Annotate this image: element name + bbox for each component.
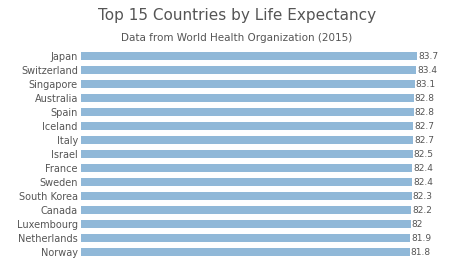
Bar (81, 192, 412, 200)
Bar (81, 221, 410, 228)
Bar (81, 136, 413, 144)
Text: 82.8: 82.8 (415, 94, 435, 103)
Bar (81, 206, 411, 214)
Bar (81, 234, 410, 242)
Text: 82.4: 82.4 (413, 178, 433, 187)
Text: 82.2: 82.2 (412, 206, 432, 215)
Text: 81.8: 81.8 (410, 248, 431, 257)
Bar (81, 164, 412, 172)
Bar (81, 151, 412, 158)
Bar (81, 94, 414, 102)
Bar (81, 122, 413, 130)
Text: Top 15 Countries by Life Expectancy: Top 15 Countries by Life Expectancy (98, 8, 376, 23)
Bar (81, 80, 415, 88)
Text: 82: 82 (411, 220, 423, 229)
Text: 82.7: 82.7 (414, 136, 434, 145)
Text: 82.4: 82.4 (413, 164, 433, 173)
Text: 81.9: 81.9 (411, 234, 431, 243)
Text: 83.4: 83.4 (417, 66, 437, 75)
Text: 83.7: 83.7 (418, 52, 438, 61)
Bar (81, 52, 417, 60)
Bar (81, 66, 416, 74)
Text: Data from World Health Organization (2015): Data from World Health Organization (201… (121, 33, 353, 43)
Text: 82.5: 82.5 (413, 150, 433, 159)
Text: 82.8: 82.8 (415, 108, 435, 117)
Bar (81, 248, 410, 256)
Text: 82.7: 82.7 (414, 122, 434, 131)
Text: 83.1: 83.1 (416, 80, 436, 89)
Bar (81, 178, 412, 186)
Text: 82.3: 82.3 (412, 192, 432, 201)
Bar (81, 109, 414, 116)
